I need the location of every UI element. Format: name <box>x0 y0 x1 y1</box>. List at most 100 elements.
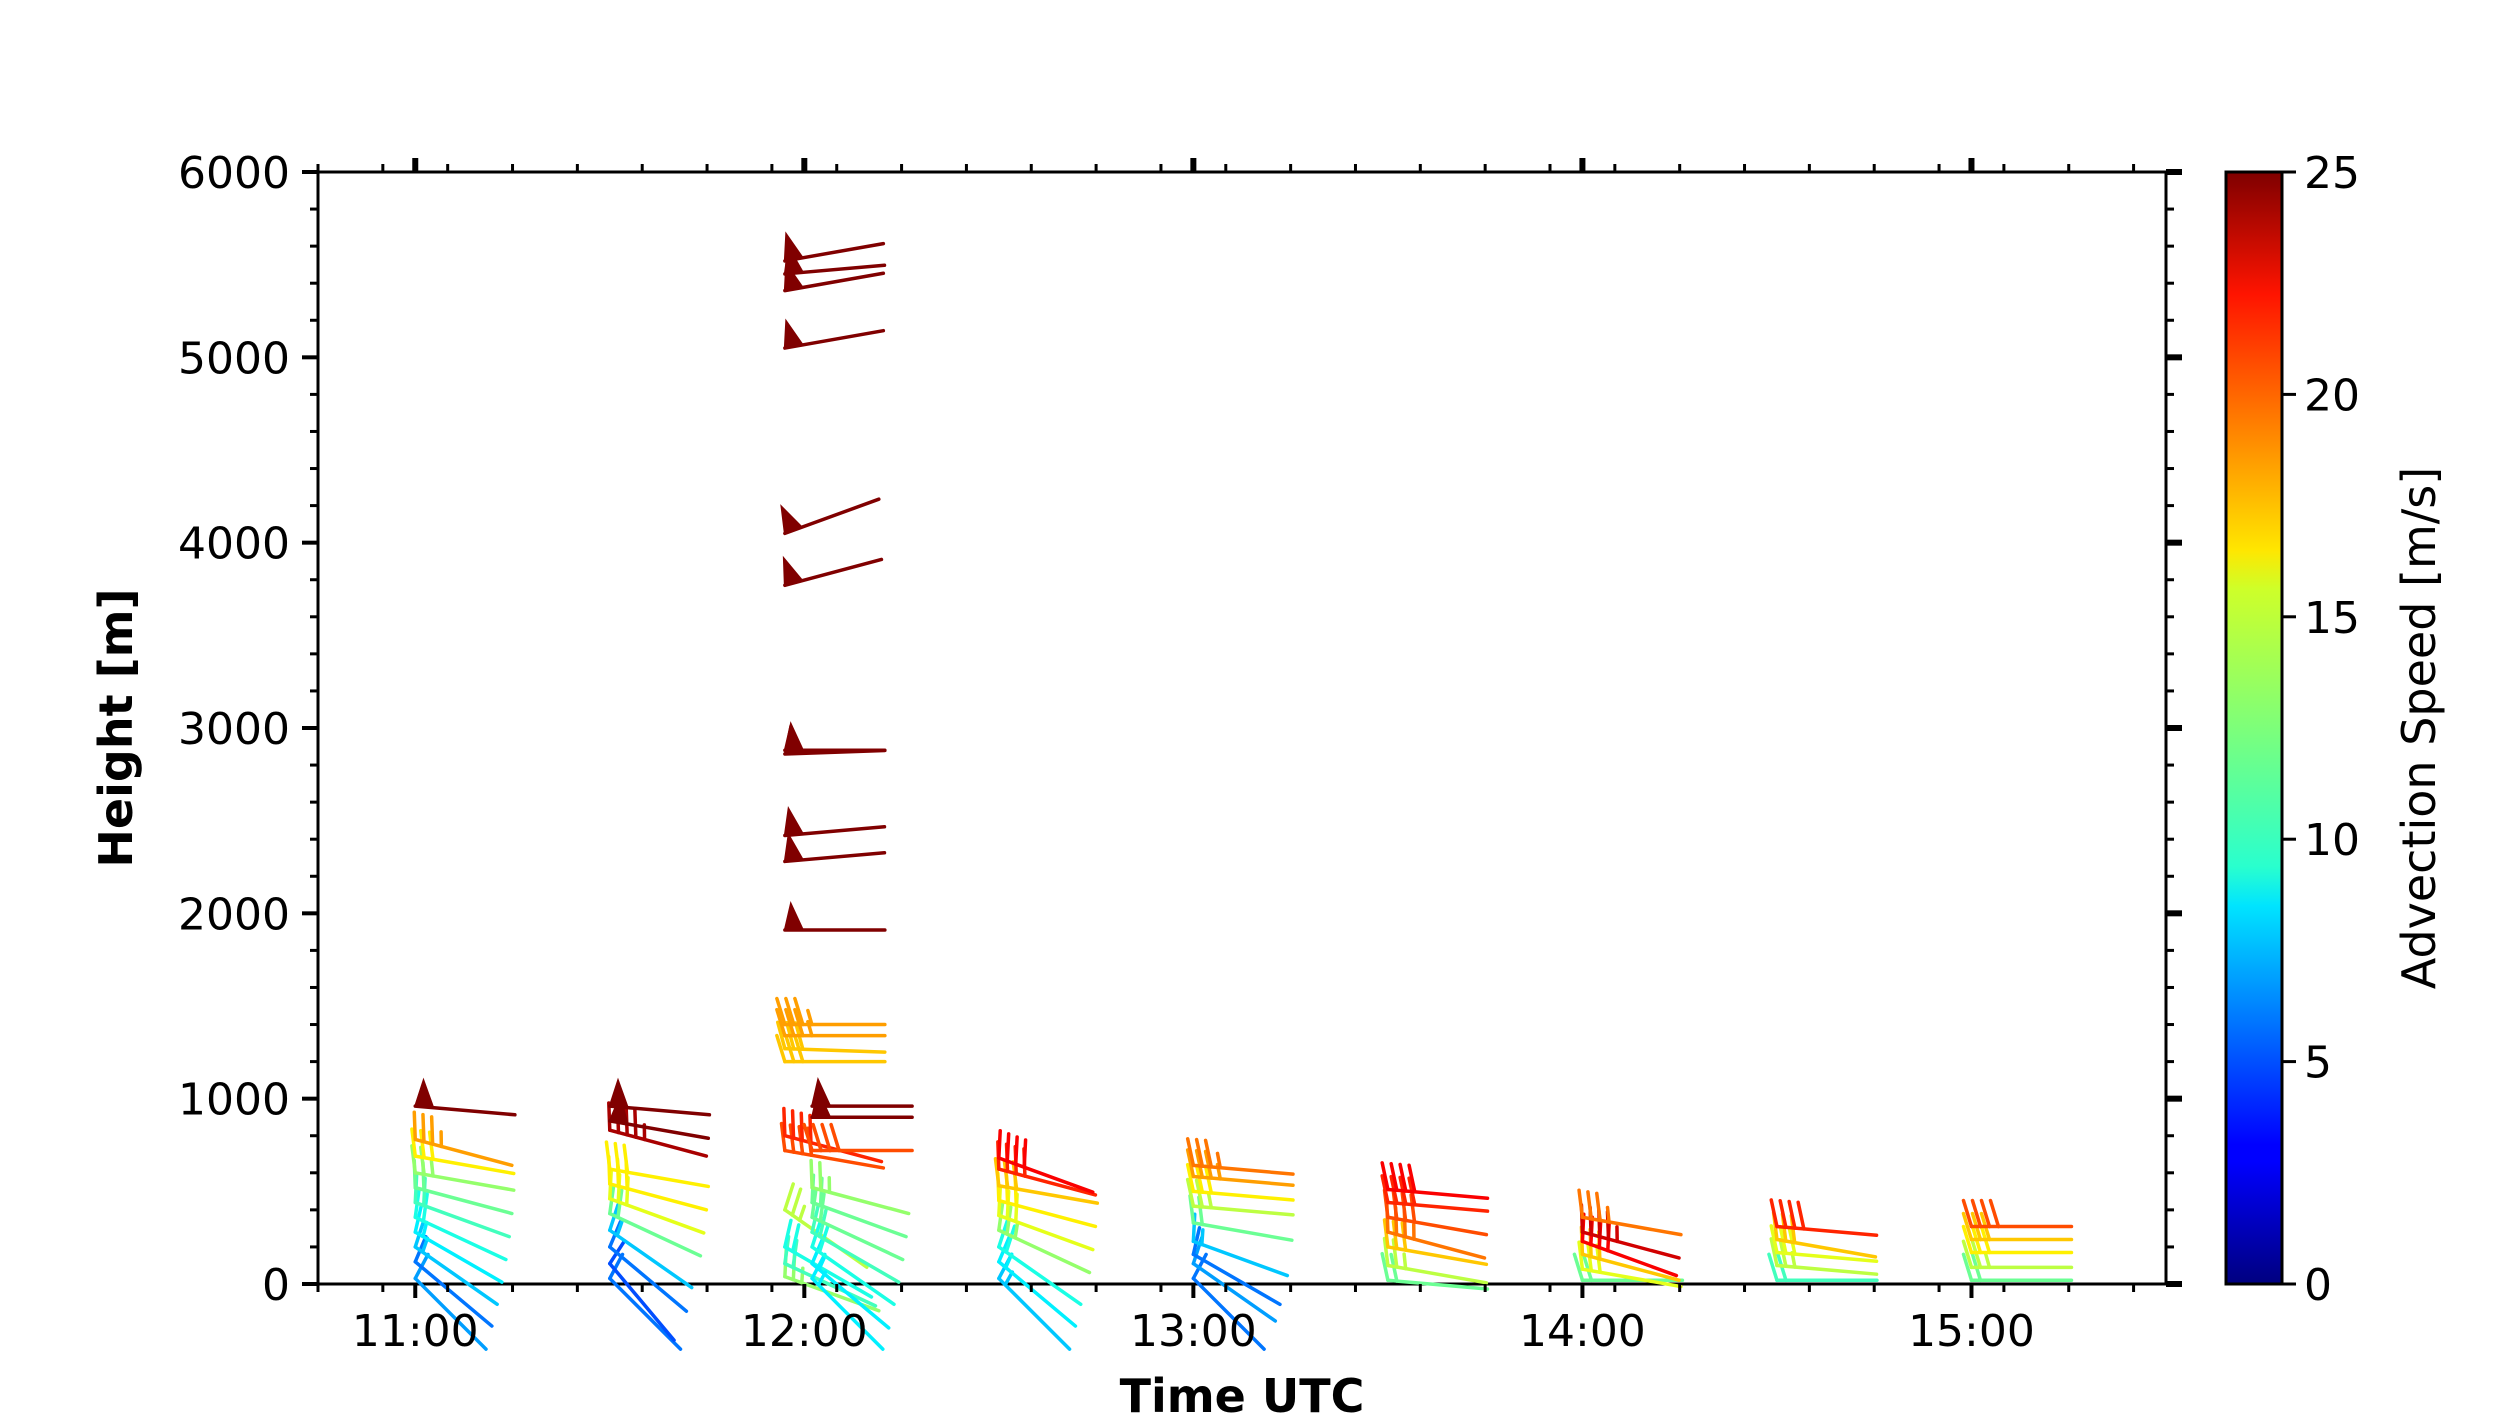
colorbar-tick-label: 0 <box>2304 1260 2332 1311</box>
barb-staff <box>608 1167 711 1189</box>
wind-barb <box>997 1234 1078 1328</box>
colorbar-tick-label: 5 <box>2304 1038 2332 1089</box>
barb-half-feather <box>1402 1252 1408 1271</box>
barb-feather <box>779 1121 787 1153</box>
wind-barb <box>608 1093 711 1141</box>
barb-pennant <box>783 318 805 350</box>
barb-staff <box>413 1230 504 1284</box>
barb-pennant <box>810 1077 832 1108</box>
wind-barb <box>809 1158 911 1216</box>
y-tick-label: 5000 <box>178 333 290 384</box>
barb-feather <box>829 1122 841 1153</box>
wind-barb <box>1188 1194 1294 1242</box>
barb-feather <box>1787 1199 1797 1230</box>
barb-staff <box>1191 1204 1295 1217</box>
barb-feather <box>820 1122 832 1153</box>
colorbar-tick-label: 15 <box>2304 593 2360 644</box>
wind-barb <box>1961 1198 2074 1229</box>
barb-feather <box>1011 1160 1019 1191</box>
y-axis-ticks: 0 1000 2000 3000 4000 5000 6000 <box>178 148 2182 1311</box>
y-tick-label: 3000 <box>178 704 290 755</box>
barb-feather <box>1769 1198 1779 1229</box>
barb-feather <box>1796 1200 1806 1231</box>
barb-feather <box>1961 1198 1974 1229</box>
y-tick-label: 2000 <box>178 889 290 940</box>
wind-barb <box>608 1077 712 1117</box>
barb-feather <box>775 1007 787 1038</box>
wind-barb <box>783 721 887 752</box>
barb-feather <box>1391 1238 1399 1269</box>
barb-feather <box>809 1158 814 1190</box>
barb-feather <box>1979 1198 1992 1229</box>
barb-feather <box>1961 1252 1974 1283</box>
wind-barb <box>608 1220 689 1313</box>
barb-staff <box>997 1228 1092 1275</box>
wind-barb <box>1185 1148 1295 1187</box>
barb-feather <box>818 1161 823 1192</box>
barb-half-feather <box>817 1254 827 1272</box>
barb-feather <box>1004 1224 1017 1254</box>
barb-feather <box>1577 1240 1585 1271</box>
barb-feather <box>429 1115 435 1146</box>
barb-feather <box>1185 1162 1196 1194</box>
wind-barb <box>1572 1252 1685 1283</box>
wind-barb <box>782 555 884 588</box>
wind-barbs <box>410 231 2074 1351</box>
barb-feather <box>775 996 787 1027</box>
barb-feather <box>419 1128 426 1160</box>
barb-feather <box>1988 1198 2001 1229</box>
wind-barb <box>1769 1198 1879 1238</box>
barb-pennant <box>608 1093 629 1126</box>
wind-barb <box>780 497 881 536</box>
barb-staff <box>608 1228 694 1290</box>
wind-barb <box>1191 1212 1290 1278</box>
barb-half-feather <box>797 1204 807 1222</box>
barb-feather <box>427 1130 435 1161</box>
wind-barb <box>993 1157 1100 1205</box>
colorbar: 0 5 10 15 20 25 Advection Speed [m/s] <box>2224 148 2446 1311</box>
barb-pennant <box>780 504 804 535</box>
barb-feather <box>1586 1190 1594 1221</box>
barb-feather <box>1014 1135 1019 1166</box>
barb-feather <box>993 1157 1001 1188</box>
barb-half-feather <box>421 1220 429 1239</box>
barb-staff <box>413 1260 494 1328</box>
barb-feather <box>412 1110 418 1142</box>
barb-feather <box>799 1111 804 1143</box>
wind-barb <box>608 1252 683 1351</box>
barb-feather <box>1185 1137 1196 1168</box>
barb-staff <box>810 1200 908 1239</box>
barb-feather <box>1002 1158 1010 1190</box>
barb-feather <box>1769 1237 1779 1268</box>
barb-feather <box>1005 1132 1011 1163</box>
wind-barb <box>782 1106 884 1164</box>
barb-feather <box>410 1144 418 1175</box>
barb-feather <box>811 1122 823 1153</box>
barb-feather <box>784 1007 796 1038</box>
wind-barb <box>783 318 886 350</box>
barb-feather <box>782 1106 787 1138</box>
colorbar-tick-label: 10 <box>2304 815 2360 866</box>
wind-barb <box>1577 1188 1683 1237</box>
barb-half-feather <box>1215 1151 1223 1170</box>
plot-area: 11:00 12:00 13:00 14:00 15:00 0 1000 2000 3000 4… <box>178 148 2182 1357</box>
barb-feather <box>790 1187 803 1217</box>
barb-feather <box>1409 1193 1417 1224</box>
barb-feather <box>1194 1137 1205 1168</box>
barb-staff <box>413 1154 516 1176</box>
barb-feather <box>1022 1138 1028 1169</box>
colorbar-ticks: 0 5 10 15 20 25 <box>2282 148 2360 1311</box>
wind-barb <box>410 1144 516 1192</box>
barb-feather <box>1595 1191 1602 1223</box>
barb-half-feather <box>1983 1251 1992 1270</box>
barb-feather <box>1961 1211 1974 1242</box>
barb-staff <box>413 1200 511 1239</box>
barb-staff <box>810 1215 905 1262</box>
wind-barb <box>783 900 887 932</box>
barb-feather <box>1382 1218 1390 1249</box>
colorbar-label: Advection Speed [m/s] <box>2392 467 2446 989</box>
barb-feather <box>1194 1148 1205 1180</box>
wind-barb <box>775 996 887 1027</box>
wind-barb <box>1185 1137 1295 1176</box>
barb-feather <box>410 1127 418 1158</box>
